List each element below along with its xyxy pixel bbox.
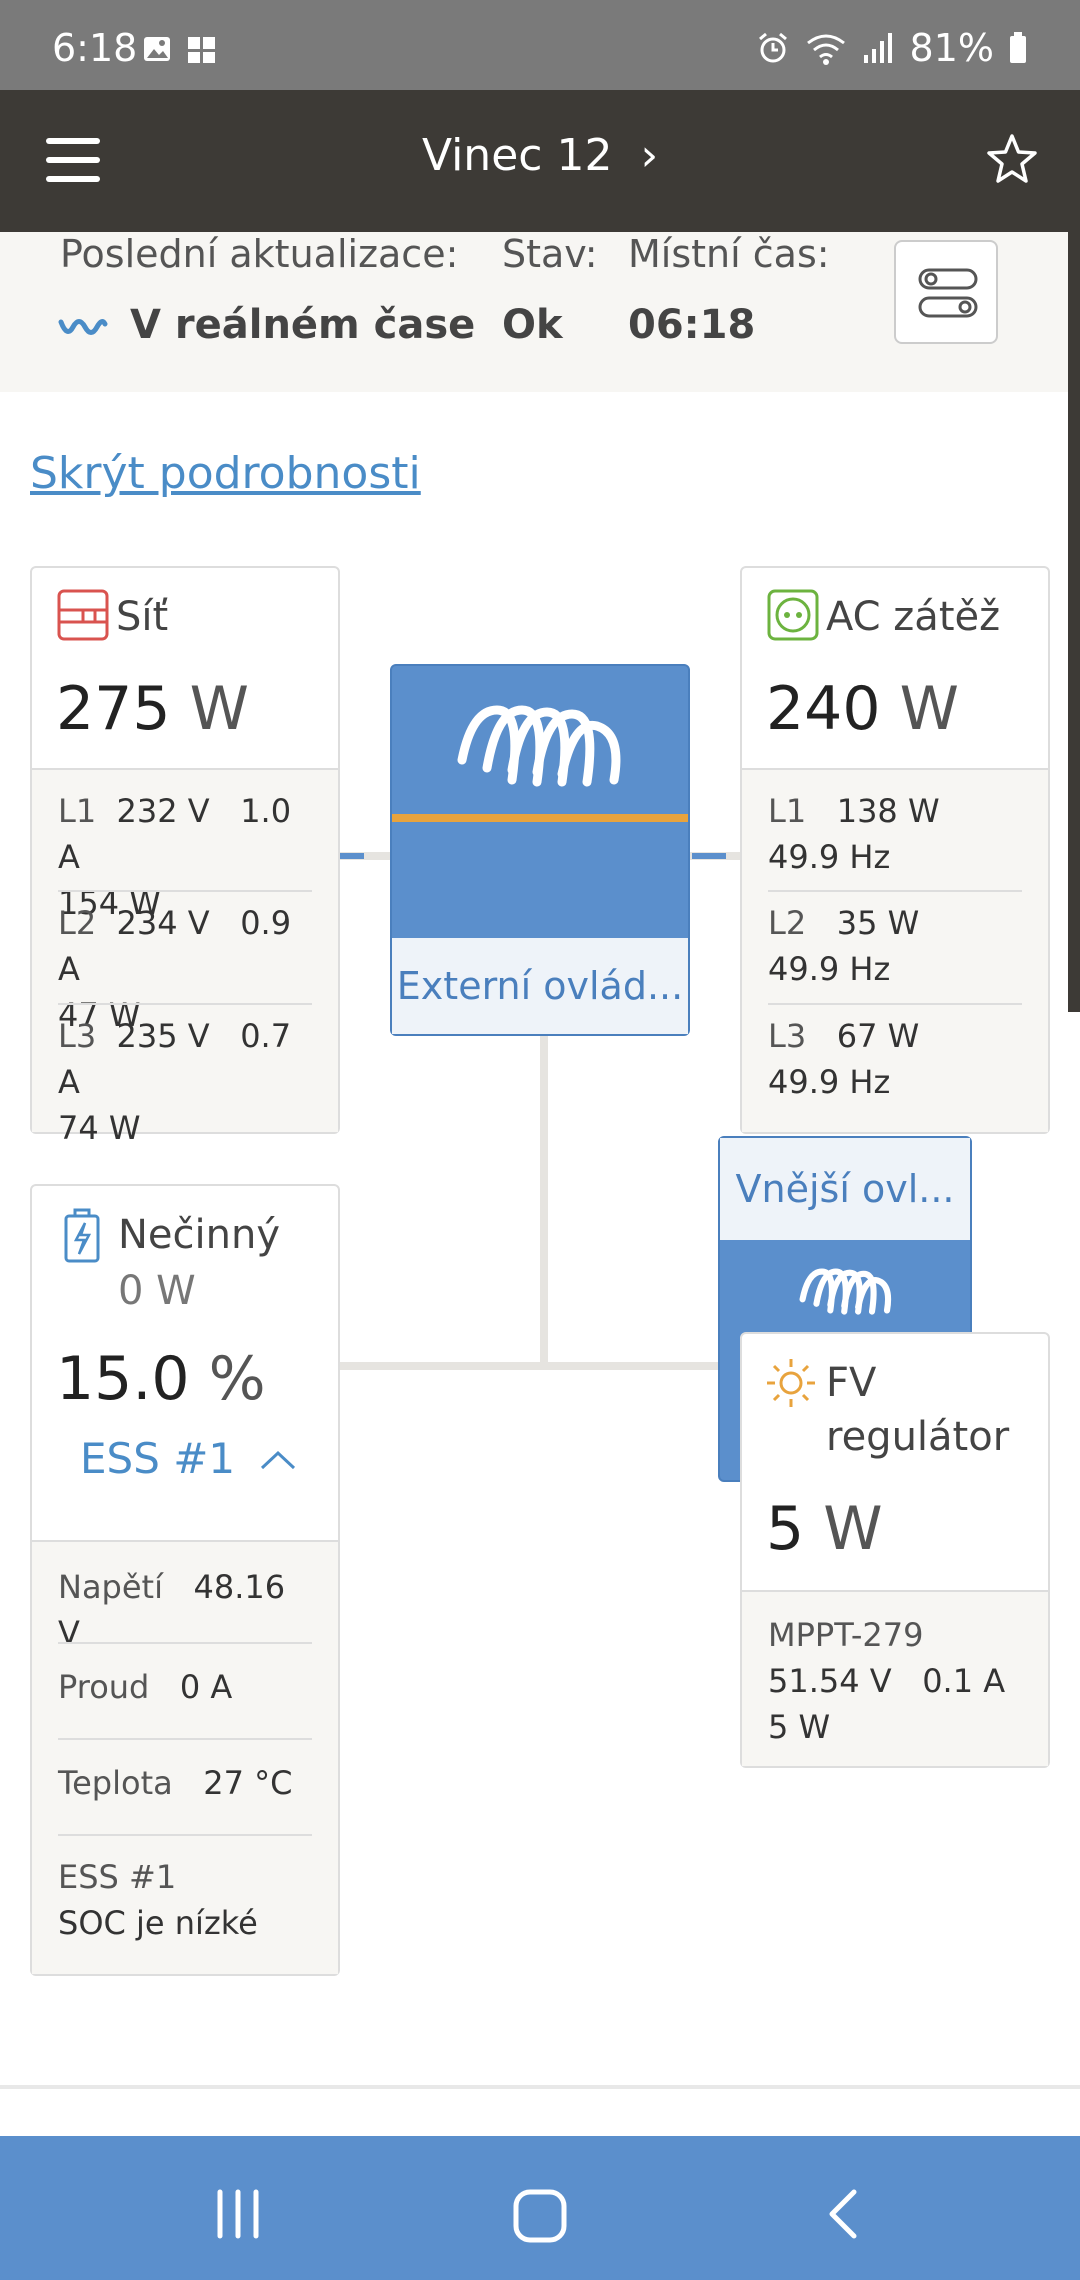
connector-inverter-dc — [540, 1035, 548, 1370]
state-value: Ok — [502, 302, 563, 348]
back-icon[interactable] — [818, 2186, 868, 2242]
realtime-wave-icon — [58, 319, 108, 335]
ac-load-phase-row: L3 67 W 49.9 Hz — [768, 1017, 920, 1101]
view-toggle-button[interactable] — [894, 240, 998, 344]
state-label: Stav: — [502, 232, 598, 276]
victron-logo-icon — [799, 1268, 892, 1315]
last-update-value: V reálném čase — [130, 302, 476, 348]
grid-power-unit: W — [189, 674, 249, 744]
toggle-icon — [918, 268, 978, 318]
inverter-accent-bar — [392, 814, 688, 822]
ac-load-power-unit: W — [899, 674, 959, 744]
gallery-icon — [144, 37, 170, 61]
grid-phase-row: L2 234 V 0.9 A 47 W — [58, 904, 292, 1034]
pv-power-value: 5 — [766, 1494, 805, 1564]
pv-title-line1: FV — [826, 1360, 877, 1406]
ess-note: ESS #1 SOC je nízké — [58, 1858, 258, 1942]
battery-card[interactable]: Nečinný 0 W 15.0 % ESS #1 Napětí 48.16 V… — [30, 1184, 340, 1976]
inverter-block[interactable]: Externí ovlád... — [390, 664, 690, 1036]
hide-details-link[interactable]: Skrýt podrobnosti — [30, 448, 421, 499]
flow-indicator-grid — [340, 853, 364, 859]
chevron-up-icon[interactable] — [258, 1448, 298, 1472]
pv-power: 5 W — [766, 1494, 883, 1564]
recent-apps-icon[interactable] — [210, 2186, 266, 2242]
grid-power-value: 275 — [56, 674, 171, 744]
home-icon[interactable] — [510, 2186, 570, 2246]
wifi-icon — [806, 34, 845, 65]
grid-icon — [57, 589, 109, 641]
status-bar: 6:18 81% — [0, 0, 1080, 90]
ac-load-card[interactable]: AC zátěž 240 W L1 138 W 49.9 Hz L2 35 W 49… — [740, 566, 1050, 1134]
sun-icon — [767, 1359, 815, 1407]
last-update-label: Poslední aktualizace: — [60, 232, 459, 276]
external-control-label: Vnější ovl... — [720, 1138, 970, 1240]
pv-power-unit: W — [823, 1494, 883, 1564]
site-title-text: Vinec 12 — [421, 130, 613, 181]
star-icon[interactable] — [982, 130, 1042, 190]
ac-load-phase-row: L1 138 W 49.9 Hz — [768, 792, 940, 876]
local-time-label: Místní čas: — [628, 232, 830, 276]
ac-load-phase-details: L1 138 W 49.9 Hz L2 35 W 49.9 Hz L3 67 W 49… — [742, 768, 1048, 1132]
ac-load-power: 240 W — [766, 674, 959, 744]
grid-phase-details: L1 232 V 1.0 A 154 W L2 234 V 0.9 A 47 W L… — [32, 768, 338, 1147]
ac-load-power-value: 240 — [766, 674, 881, 744]
info-bar: Poslední aktualizace: Stav: Místní čas: … — [0, 232, 1068, 392]
status-time: 6:18 — [52, 26, 138, 70]
scrollbar[interactable] — [1068, 232, 1080, 1012]
battery-percent: 81% — [909, 26, 994, 70]
local-time-value: 06:18 — [628, 302, 756, 348]
content-divider — [0, 2085, 1080, 2089]
chevron-right-icon: › — [640, 130, 659, 181]
ac-load-title: AC zátěž — [826, 594, 1001, 640]
system-nav-bar — [0, 2136, 1080, 2280]
socket-icon — [767, 589, 819, 641]
battery-soc-value: 15.0 — [56, 1344, 190, 1414]
victron-logo-icon — [457, 705, 621, 787]
pv-title-line2: regulátor — [826, 1414, 1010, 1460]
ess-mode-label[interactable]: ESS #1 — [80, 1434, 236, 1483]
menu-icon[interactable] — [46, 138, 100, 182]
grid-icon — [188, 37, 215, 63]
battery-soc: 15.0 % — [56, 1344, 266, 1414]
connector-dc-pv — [548, 1362, 718, 1370]
battery-detail-row: Teplota 27 °C — [58, 1764, 293, 1802]
app-header: Vinec 12 › — [0, 90, 1080, 232]
inverter-label: Externí ovlád... — [392, 938, 688, 1034]
grid-power: 275 W — [56, 674, 249, 744]
signal-icon — [863, 33, 892, 63]
alarm-icon — [758, 32, 787, 63]
battery-detail-row: Proud 0 A — [58, 1668, 233, 1706]
site-title[interactable]: Vinec 12 › — [0, 130, 1080, 181]
ac-load-phase-row: L2 35 W 49.9 Hz — [768, 904, 920, 988]
battery-state: Nečinný — [118, 1212, 281, 1258]
battery-details: Napětí 48.16 V Proud 0 A Teplota 27 °C E… — [32, 1540, 338, 1974]
grid-phase-row: L3 235 V 0.7 A 74 W — [58, 1017, 292, 1147]
connector-grid-inverter — [338, 852, 392, 860]
flow-indicator-load — [692, 853, 726, 859]
battery-icon — [1010, 32, 1026, 63]
connector-battery-dc — [338, 1362, 548, 1370]
battery-soc-unit: % — [208, 1344, 266, 1414]
grid-card[interactable]: Síť 275 W L1 232 V 1.0 A 154 W L2 234 V 0… — [30, 566, 340, 1147]
battery-icon — [64, 1208, 100, 1263]
grid-title: Síť — [116, 594, 169, 640]
battery-detail-row: Napětí 48.16 V — [58, 1568, 286, 1652]
battery-power: 0 W — [118, 1268, 196, 1314]
